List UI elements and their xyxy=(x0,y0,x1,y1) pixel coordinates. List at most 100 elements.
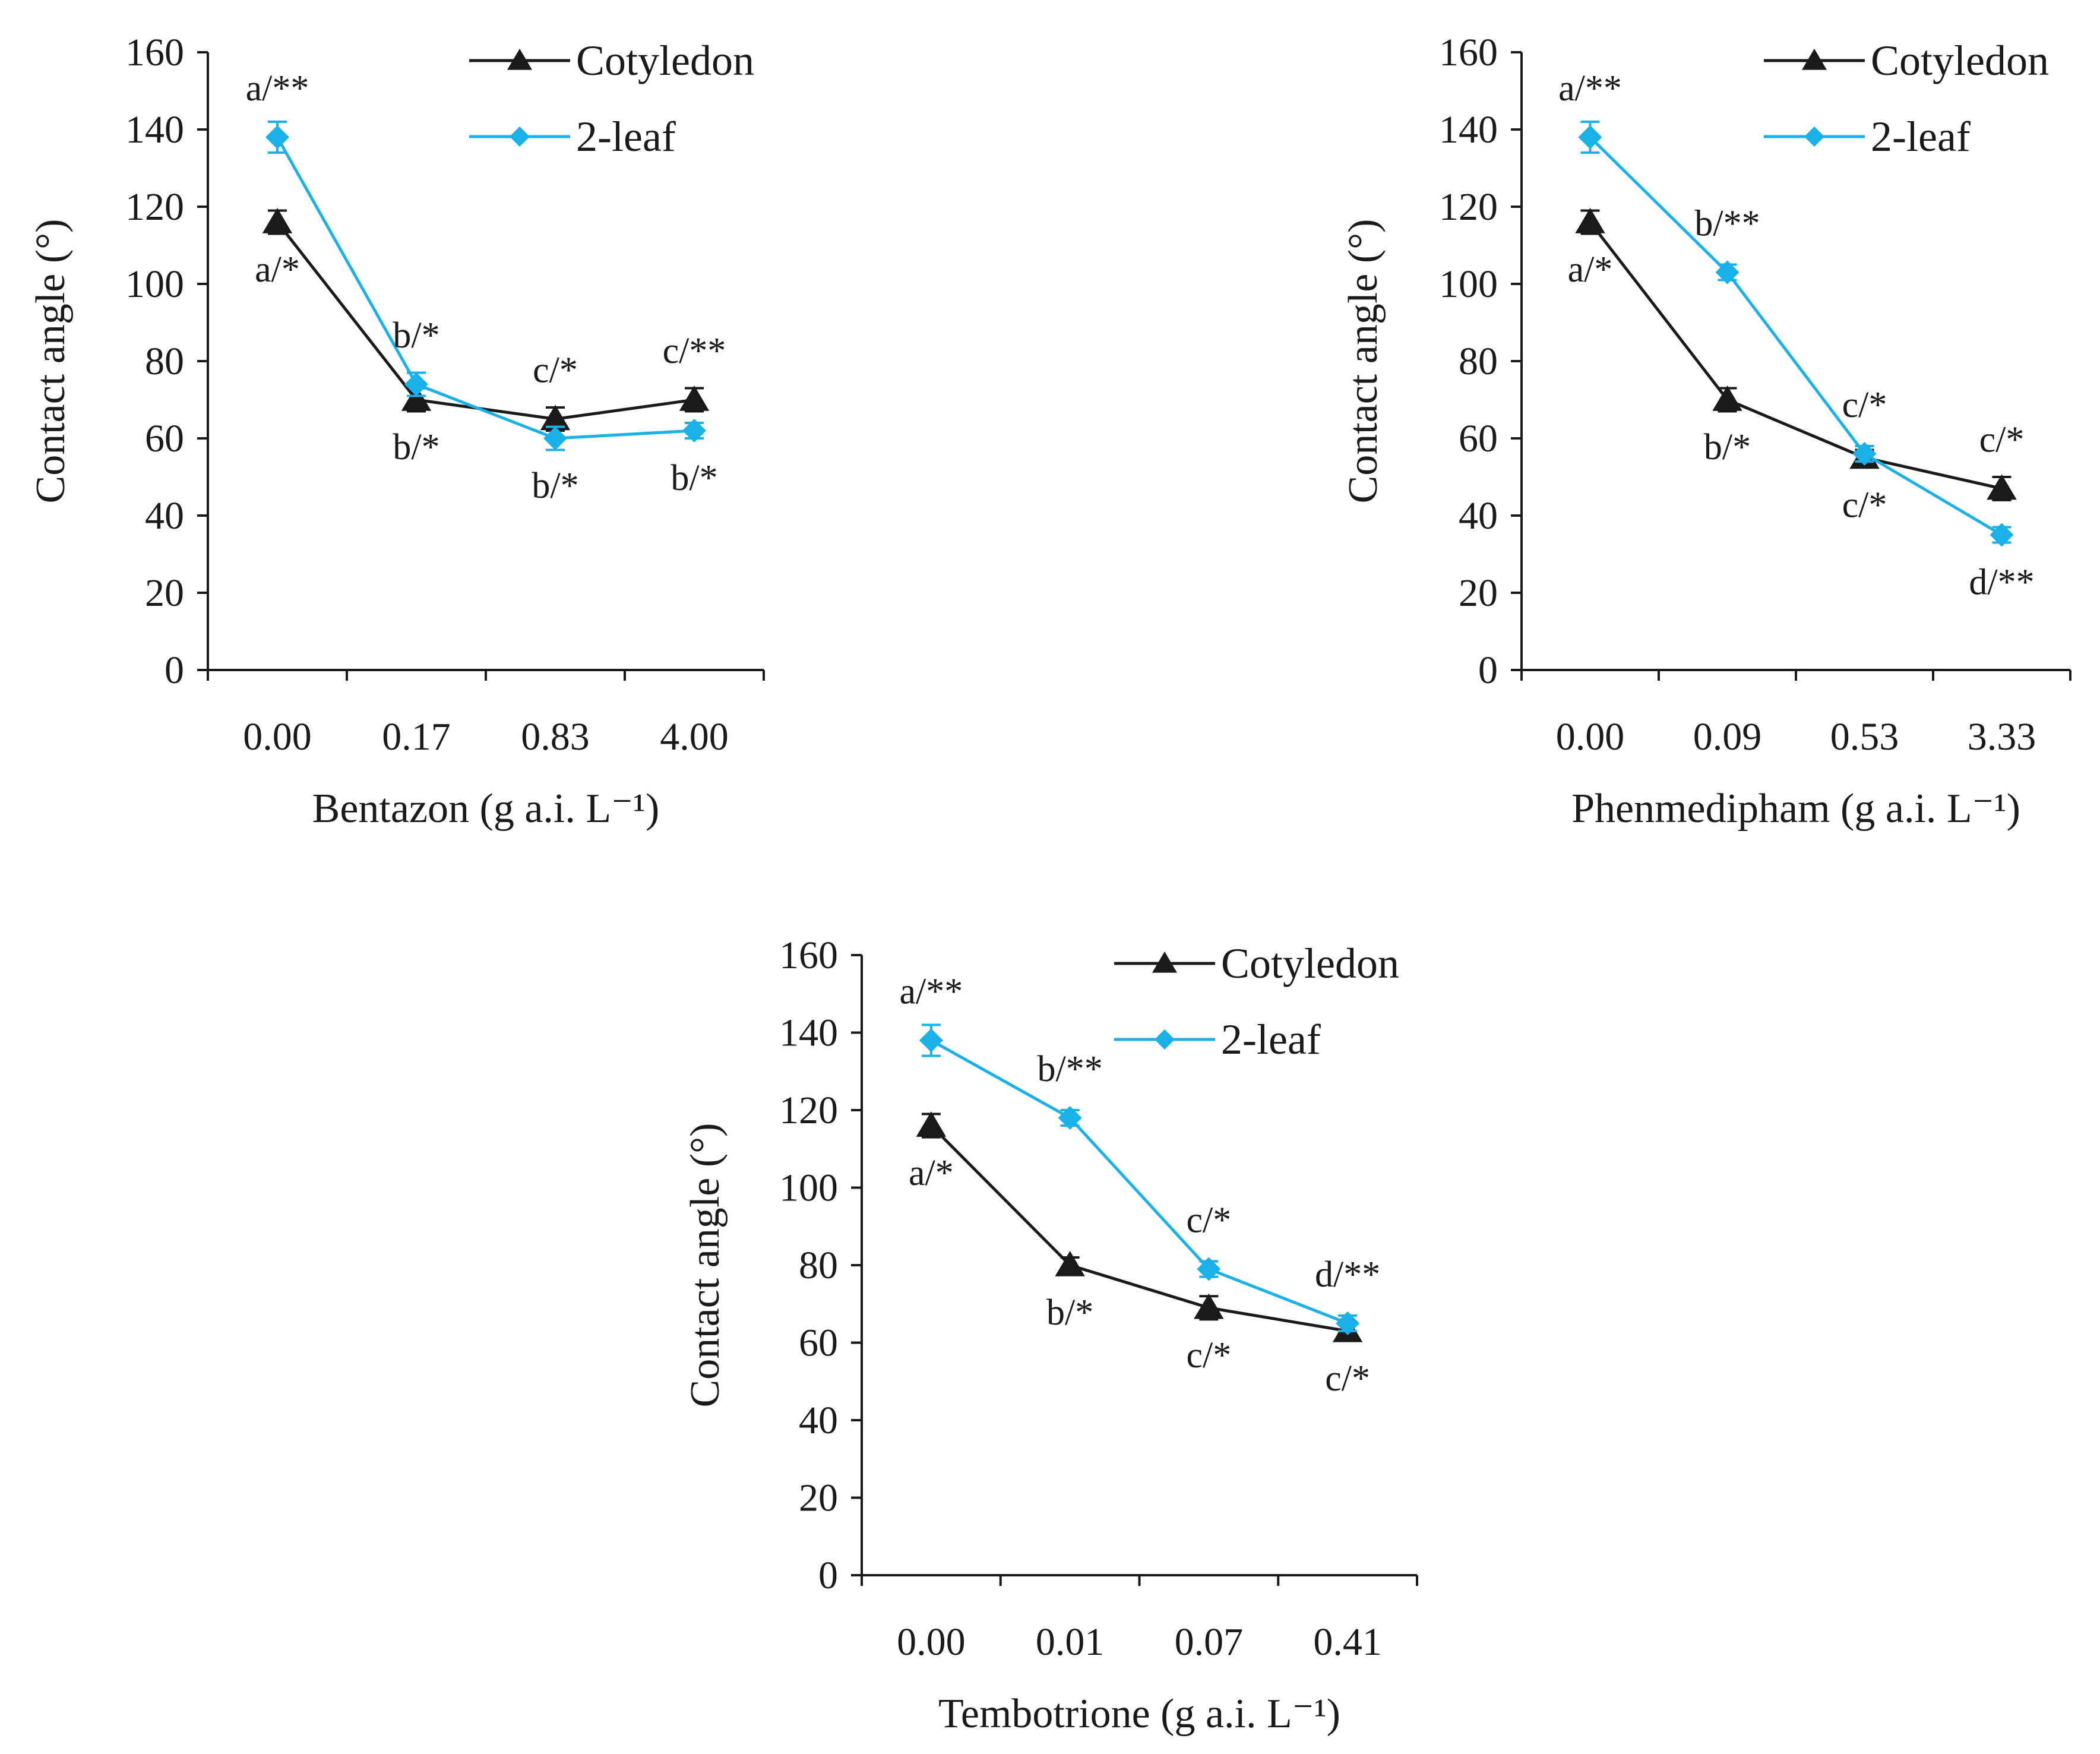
data-point-triangle xyxy=(1575,208,1605,233)
legend: Cotyledon 2-leaf xyxy=(1114,940,1399,1063)
series-cotyledon: a/* b/* c/* c/* xyxy=(909,1111,1370,1399)
data-point-diamond xyxy=(682,419,706,443)
significance-label: a/** xyxy=(900,972,963,1012)
y-tick-label: 140 xyxy=(779,1012,838,1055)
y-tick-label: 80 xyxy=(145,340,184,383)
legend-marker-diamond xyxy=(510,127,530,147)
y-tick-label: 140 xyxy=(125,108,184,151)
significance-label: d/** xyxy=(1969,562,2034,603)
x-tick-label: 0.09 xyxy=(1693,715,1762,759)
y-tick-label: 160 xyxy=(779,934,838,977)
y-tick-label: 0 xyxy=(818,1554,838,1597)
data-point-triangle xyxy=(679,385,710,411)
y-tick-label: 20 xyxy=(1459,571,1498,615)
data-point-triangle xyxy=(1987,474,2017,500)
legend: Cotyledon 2-leaf xyxy=(469,37,754,160)
x-tick-label: 0.83 xyxy=(521,715,590,759)
data-point-triangle xyxy=(401,385,432,411)
data-point-triangle xyxy=(1712,385,1742,411)
significance-label: a/** xyxy=(1558,68,1622,109)
series-line xyxy=(1589,136,2003,536)
y-tick-label: 100 xyxy=(779,1167,838,1210)
series-line xyxy=(930,1124,1348,1333)
series-cotyledon: a/* b/* c/* c/** xyxy=(255,208,726,467)
legend-label: 2-leaf xyxy=(1221,1016,1321,1063)
significance-label: b/* xyxy=(393,427,439,467)
x-tick-label: 0.07 xyxy=(1175,1620,1244,1664)
significance-label: c/* xyxy=(1979,420,2025,460)
legend-label: Cotyledon xyxy=(1871,37,2049,84)
y-axis-title: Contact angle (°) xyxy=(28,219,74,504)
y-tick-label: 100 xyxy=(125,263,184,306)
data-point-diamond xyxy=(1852,442,1877,466)
x-tick-label: 0.00 xyxy=(1556,715,1625,759)
legend-marker-diamond xyxy=(1804,127,1824,147)
series-line xyxy=(1589,221,2003,490)
significance-label: c/* xyxy=(1842,385,1887,425)
significance-label: b/* xyxy=(532,466,578,506)
data-point-diamond xyxy=(1715,260,1740,285)
significance-label: c/* xyxy=(1842,485,1887,526)
y-axis-title: Contact angle (°) xyxy=(1340,219,1386,504)
legend-label: Cotyledon xyxy=(576,37,754,84)
x-tick-label: 0.00 xyxy=(897,1620,966,1664)
y-tick-label: 20 xyxy=(145,571,184,615)
y-tick-label: 60 xyxy=(1459,417,1498,460)
x-tick-label: 0.53 xyxy=(1830,715,1899,759)
legend-label: 2-leaf xyxy=(576,113,676,160)
series-cotyledon: a/* b/* c/* c/* xyxy=(1568,208,2025,526)
significance-label: a/* xyxy=(1568,249,1613,290)
data-point-diamond xyxy=(919,1028,943,1053)
x-tick-label: 0.01 xyxy=(1036,1620,1105,1664)
significance-label: d/** xyxy=(1315,1254,1380,1295)
significance-label: b/* xyxy=(1046,1292,1093,1333)
series-line xyxy=(276,221,695,421)
legend-label: Cotyledon xyxy=(1221,940,1399,987)
significance-label: a/** xyxy=(246,68,309,109)
legend-marker-triangle xyxy=(1152,952,1177,973)
x-tick-label: 0.41 xyxy=(1313,1620,1382,1664)
legend-marker-triangle xyxy=(507,49,532,70)
y-tick-label: 0 xyxy=(165,649,184,692)
y-tick-label: 80 xyxy=(1459,340,1498,383)
data-point-triangle xyxy=(916,1111,947,1137)
significance-label: b/** xyxy=(1038,1049,1103,1089)
data-point-diamond xyxy=(1058,1106,1082,1130)
y-tick-label: 40 xyxy=(1459,494,1498,538)
legend-marker-diamond xyxy=(1155,1029,1175,1050)
series-line xyxy=(930,1039,1349,1325)
y-tick-label: 40 xyxy=(799,1399,838,1442)
x-tick-label: 4.00 xyxy=(660,715,729,759)
legend-marker-triangle xyxy=(1802,49,1827,70)
y-tick-label: 100 xyxy=(1439,263,1498,306)
x-tick-label: 0.00 xyxy=(243,715,312,759)
data-point-diamond xyxy=(404,372,428,396)
x-axis-title: Phenmedipham (g a.i. L⁻¹) xyxy=(1571,786,2020,832)
series-2-leaf: a/** b/** c/* d/** xyxy=(900,972,1380,1335)
x-tick-label: 0.17 xyxy=(382,715,451,759)
chart-panel-1: 0 20 40 60 80 100 120 140 160 0.00 0.17 0.83 4.00Ben… xyxy=(28,31,765,832)
legend-label: 2-leaf xyxy=(1871,113,1971,160)
y-axis-title: Contact angle (°) xyxy=(682,1123,728,1408)
data-point-triangle xyxy=(262,208,293,233)
significance-label: b/** xyxy=(1694,204,1760,244)
y-tick-label: 160 xyxy=(1439,31,1498,74)
significance-label: c/** xyxy=(663,331,726,371)
significance-label: c/* xyxy=(1325,1358,1370,1399)
significance-label: c/* xyxy=(533,350,578,391)
x-axis-title: Tembotrione (g a.i. L⁻¹) xyxy=(938,1691,1340,1737)
significance-label: c/* xyxy=(1187,1200,1232,1241)
chart-panel-3: 0 20 40 60 80 100 120 140 160 0.00 0.01 0.07 0.41 Tem… xyxy=(682,934,1418,1737)
y-tick-label: 140 xyxy=(1439,108,1498,151)
y-tick-label: 0 xyxy=(1478,649,1498,692)
y-tick-label: 80 xyxy=(799,1244,838,1287)
y-tick-label: 120 xyxy=(125,185,184,229)
data-point-diamond xyxy=(1197,1257,1221,1281)
y-tick-label: 120 xyxy=(1439,185,1498,229)
data-point-triangle xyxy=(1194,1293,1224,1319)
significance-label: a/* xyxy=(909,1153,954,1193)
y-tick-label: 40 xyxy=(145,494,184,538)
series-2-leaf: a/** b/** c/* d/** xyxy=(1558,68,2034,603)
data-point-diamond xyxy=(543,426,567,450)
